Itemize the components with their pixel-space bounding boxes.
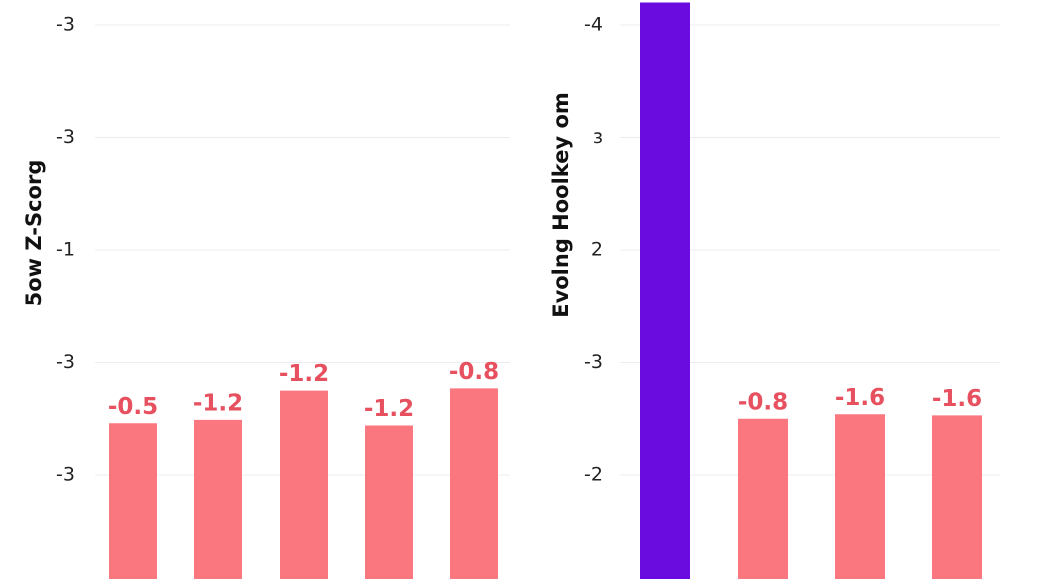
y-tick-label: -3	[56, 464, 75, 486]
bar-label: -1.2	[193, 390, 243, 416]
bar	[640, 2, 690, 579]
bar	[450, 388, 498, 579]
bar-label: -0.8	[738, 389, 788, 415]
bar-label: -1.2	[364, 396, 414, 422]
y-tick-label: 2	[591, 239, 603, 261]
y-tick-label: -3	[56, 126, 75, 148]
bar	[194, 419, 242, 579]
y-tick-label: -3	[56, 351, 75, 373]
bar	[365, 425, 413, 579]
y-tick-label: ɜ	[593, 126, 603, 148]
bar	[932, 415, 982, 579]
y-axis-title: 5ow Z-Scorg	[22, 160, 46, 307]
bar	[109, 423, 157, 579]
y-tick-label: -3	[56, 14, 75, 36]
bar	[280, 390, 328, 579]
y-axis-title: Evolng Hoolkey om	[549, 92, 573, 318]
y-tick-label: -2	[584, 464, 603, 486]
bar-label: -1.6	[932, 386, 982, 412]
bar-label: -1.6	[835, 385, 885, 411]
bar	[835, 414, 885, 579]
bar	[738, 418, 788, 579]
y-tick-label: -4	[584, 14, 603, 36]
y-tick-label: -1	[56, 239, 75, 261]
bar-label: -0.5	[108, 394, 158, 420]
bar-label: -0.8	[449, 359, 499, 385]
bar-label: -1.2	[279, 361, 329, 387]
y-tick-label: -3	[584, 351, 603, 373]
